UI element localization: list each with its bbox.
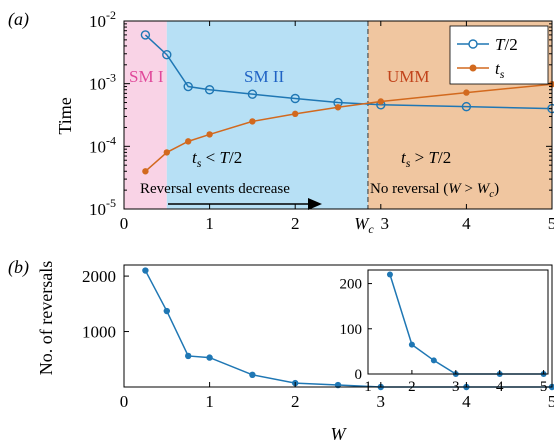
inset-xtick-label: 3 (452, 379, 460, 395)
point-t2 (247, 89, 258, 99)
decrease-arrow-head (308, 198, 322, 210)
inset-ytick-label: 0 (355, 367, 363, 383)
inset-xtick-label: 5 (540, 379, 548, 395)
xtick-label-b: 4 (462, 392, 471, 411)
inset-chart: 1 2 3 4 5 0 100 200 (340, 269, 549, 395)
point-ts (249, 118, 256, 125)
inset-point (408, 341, 415, 348)
annotation-ts-greater: ts > T/2 (401, 148, 451, 170)
point-t2 (461, 101, 472, 112)
panel-b-label: (b) (8, 257, 29, 278)
point-t2 (140, 30, 151, 40)
region-label-sm2: SM II (244, 67, 284, 86)
ytick-label-b: 1000 (82, 323, 116, 342)
panel-b-xlabel: W (331, 424, 348, 444)
arrow-text: Reversal events decrease (140, 181, 290, 197)
legend-marker-ts (469, 64, 477, 72)
point-reversals (142, 267, 149, 274)
point-reversals (206, 354, 213, 361)
xtick-label-a: 4 (462, 214, 471, 233)
ytick-label-a: 10-3 (89, 71, 116, 94)
region-label-umm: UMM (387, 67, 430, 86)
region-label-sm1: SM I (129, 67, 164, 86)
inset-xtick-label: 4 (496, 379, 504, 395)
inset-ytick-label: 100 (340, 322, 363, 338)
point-reversals (163, 307, 170, 315)
inset-xtick-label: 1 (364, 379, 372, 395)
panel-a-marks (140, 30, 554, 175)
xtick-label-a: 5 (548, 214, 554, 233)
xtick-label-b: 0 (120, 392, 129, 411)
point-ts (142, 168, 149, 175)
xtick-label-a: 3 (381, 214, 390, 233)
point-reversals (185, 352, 192, 360)
point-t2 (162, 49, 172, 60)
xtick-label-a: 1 (205, 214, 214, 233)
series-line-t2 (144, 34, 553, 110)
legend-label-t2: T/2 (495, 35, 518, 54)
region-sm1 (124, 21, 167, 209)
point-ts (185, 138, 192, 145)
point-t2 (290, 93, 300, 104)
ytick-label-a: 10-2 (89, 8, 116, 31)
point-reversals (249, 371, 256, 378)
legend-label-ts: ts (495, 59, 505, 81)
point-ts (163, 149, 170, 156)
inset-frame (367, 269, 549, 375)
legend-marker-t2 (468, 39, 478, 49)
wc-tick-label: Wc (354, 214, 374, 236)
xtick-label-b: 1 (205, 392, 214, 411)
point-ts (334, 104, 342, 111)
ytick-label-a: 10-4 (89, 133, 116, 156)
xtick-label-a: 0 (120, 214, 129, 233)
ytick-label-b: 2000 (82, 267, 116, 286)
panel-a-axes: 0 1 2 4 5 Wc 3 10-5 10-4 10-3 10-2 (89, 8, 554, 236)
ytick-label-a: 10-5 (89, 196, 116, 219)
region-sm2 (166, 21, 368, 209)
inset-background (368, 270, 548, 374)
no-reversal-text: No reversal (W > Wc) (370, 181, 499, 200)
point-ts (463, 89, 470, 96)
inset-xtick-label: 2 (408, 379, 416, 395)
panel-b-ylabel: No. of reversals (36, 261, 56, 375)
xtick-label-b: 5 (548, 392, 554, 411)
point-ts (206, 131, 213, 138)
inset-point (430, 357, 437, 364)
point-ts (377, 98, 384, 105)
annotation-ts-less: ts < T/2 (192, 148, 242, 170)
point-ts (292, 110, 299, 118)
panel-a-label: (a) (8, 9, 29, 30)
panel-a: (a) Time SM I SM II UMM ts < T/2 ts > T/… (8, 8, 554, 236)
panel-a-frame (123, 20, 553, 210)
inset-ytick-label: 200 (340, 277, 363, 293)
series-line-ts (144, 83, 553, 172)
inset-axes: 1 2 3 4 5 0 100 200 (340, 277, 548, 395)
point-t2 (183, 81, 193, 92)
xtick-label-b: 2 (291, 392, 300, 411)
inset-point (386, 271, 393, 278)
xtick-label-a: 2 (291, 214, 300, 233)
legend: T/2 ts (449, 25, 549, 85)
legend-box (449, 25, 549, 85)
point-ts (548, 81, 554, 88)
panel-b-frame (123, 264, 553, 388)
panel-a-ylabel: Time (55, 97, 75, 134)
point-t2 (204, 85, 215, 95)
xtick-label-b: 3 (377, 392, 386, 411)
